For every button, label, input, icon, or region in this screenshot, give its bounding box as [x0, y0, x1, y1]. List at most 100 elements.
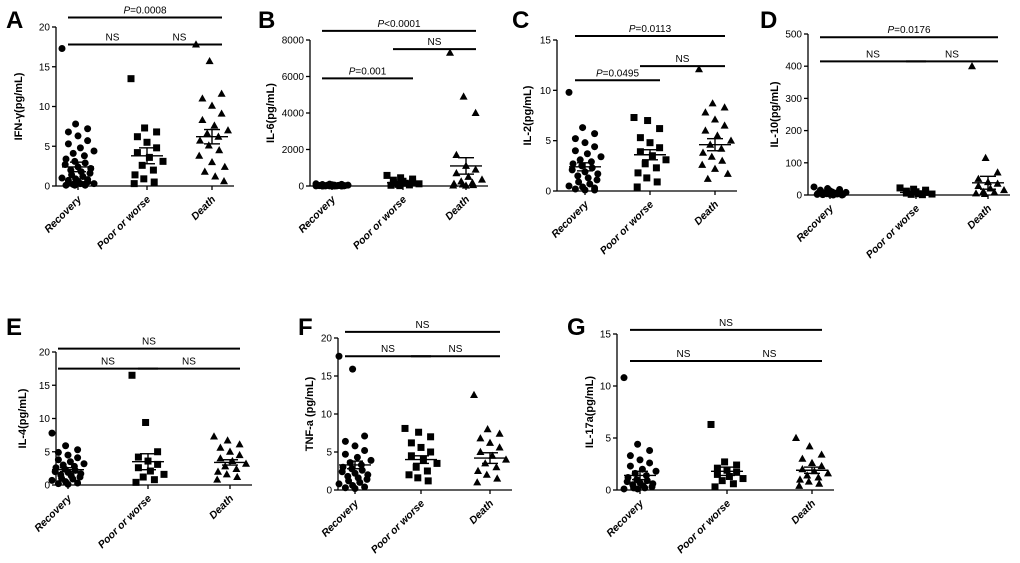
data-point	[74, 446, 82, 454]
data-point	[415, 428, 423, 436]
significance-label: P<0.0001	[377, 19, 421, 30]
y-tick-label: 0	[796, 191, 802, 202]
data-point	[581, 168, 589, 176]
x-tick-label: Death	[789, 498, 818, 527]
data-point	[808, 458, 816, 466]
data-point	[723, 169, 732, 177]
significance-label: NS	[182, 357, 196, 368]
data-point	[223, 436, 232, 444]
data-point	[634, 485, 642, 493]
data-point	[387, 181, 395, 189]
data-point	[405, 181, 413, 189]
data-point	[338, 468, 346, 476]
x-tick-label: Poor or worse	[95, 194, 154, 253]
data-point	[367, 456, 375, 464]
data-point	[452, 169, 461, 177]
data-point	[159, 157, 167, 165]
data-point	[64, 451, 72, 459]
data-point	[815, 479, 824, 487]
panel-letter: G	[567, 314, 586, 341]
data-point	[412, 463, 420, 471]
data-point	[576, 156, 584, 164]
data-point	[72, 120, 80, 128]
data-point	[133, 133, 141, 141]
data-point	[699, 148, 707, 156]
data-point	[896, 184, 904, 192]
data-point	[698, 160, 707, 168]
data-point	[459, 92, 468, 100]
data-point	[474, 466, 482, 474]
x-tick-label: Recovery	[32, 492, 75, 535]
data-point	[727, 136, 735, 144]
data-point	[208, 101, 216, 109]
data-point	[652, 467, 660, 475]
data-point	[211, 172, 220, 180]
data-point	[217, 89, 226, 97]
data-point	[153, 144, 161, 152]
data-point	[220, 177, 228, 185]
panel-b: B 0 2000 4000 6000 8000 Recovery Poor or worse D…	[258, 7, 488, 252]
data-point	[597, 153, 605, 161]
data-point	[583, 150, 591, 158]
panel-letter: C	[512, 7, 529, 34]
data-point	[733, 468, 741, 476]
data-point	[565, 182, 573, 190]
data-point	[588, 164, 596, 172]
data-point	[711, 164, 719, 172]
data-point	[462, 181, 470, 189]
panel-letter: D	[760, 7, 777, 34]
significance-label: NS	[381, 344, 395, 355]
data-point	[210, 121, 219, 129]
data-point	[805, 442, 814, 450]
significance-label: NS	[719, 318, 733, 329]
data-point	[907, 190, 915, 198]
data-point	[711, 115, 719, 123]
data-point	[993, 168, 1002, 176]
data-point	[128, 371, 136, 379]
data-point	[232, 464, 241, 473]
data-point	[575, 178, 583, 186]
y-tick-label: 15	[39, 381, 51, 392]
x-tick-label: Poor or worse	[96, 493, 155, 552]
data-point	[486, 438, 494, 446]
data-point	[729, 480, 737, 488]
data-point	[160, 470, 168, 478]
data-point	[695, 64, 703, 73]
data-point	[427, 448, 435, 456]
significance-label: NS	[428, 37, 442, 48]
data-point	[656, 125, 664, 133]
data-point	[446, 48, 454, 56]
significance-label: P=0.0113	[629, 24, 672, 35]
data-point	[69, 149, 77, 157]
panel-letter: E	[6, 314, 22, 341]
data-point	[495, 443, 504, 451]
x-tick-label: Poor or worse	[351, 194, 410, 253]
data-point	[470, 390, 478, 398]
data-point	[574, 172, 582, 180]
panel-c: C 0 5 10 15 Recovery Poor or worse Death IL-2(pg…	[512, 7, 737, 257]
data-point	[204, 141, 213, 149]
data-point	[226, 447, 234, 455]
data-point	[972, 189, 980, 197]
data-point	[145, 153, 153, 161]
panel-e: E 0 5 10 15 20 Recovery Poor or worse Death IL-4(…	[6, 314, 252, 551]
data-point	[471, 108, 480, 116]
data-point	[626, 452, 634, 460]
data-point	[433, 459, 441, 467]
significance-label: NS	[449, 344, 463, 355]
significance-label: NS	[677, 349, 691, 360]
data-point	[641, 160, 649, 168]
data-point	[796, 475, 804, 483]
y-axis-title: IFN-γ(pg/mL)	[13, 72, 25, 140]
data-point	[452, 150, 461, 158]
data-point	[703, 174, 712, 182]
data-point	[130, 180, 138, 188]
data-point	[383, 171, 391, 179]
significance-label: P=0.0008	[123, 5, 167, 16]
data-point	[54, 456, 62, 464]
data-point	[974, 174, 983, 182]
data-point	[407, 439, 415, 447]
significance-label: NS	[945, 49, 959, 60]
data-point	[495, 429, 504, 437]
data-point	[213, 475, 222, 483]
